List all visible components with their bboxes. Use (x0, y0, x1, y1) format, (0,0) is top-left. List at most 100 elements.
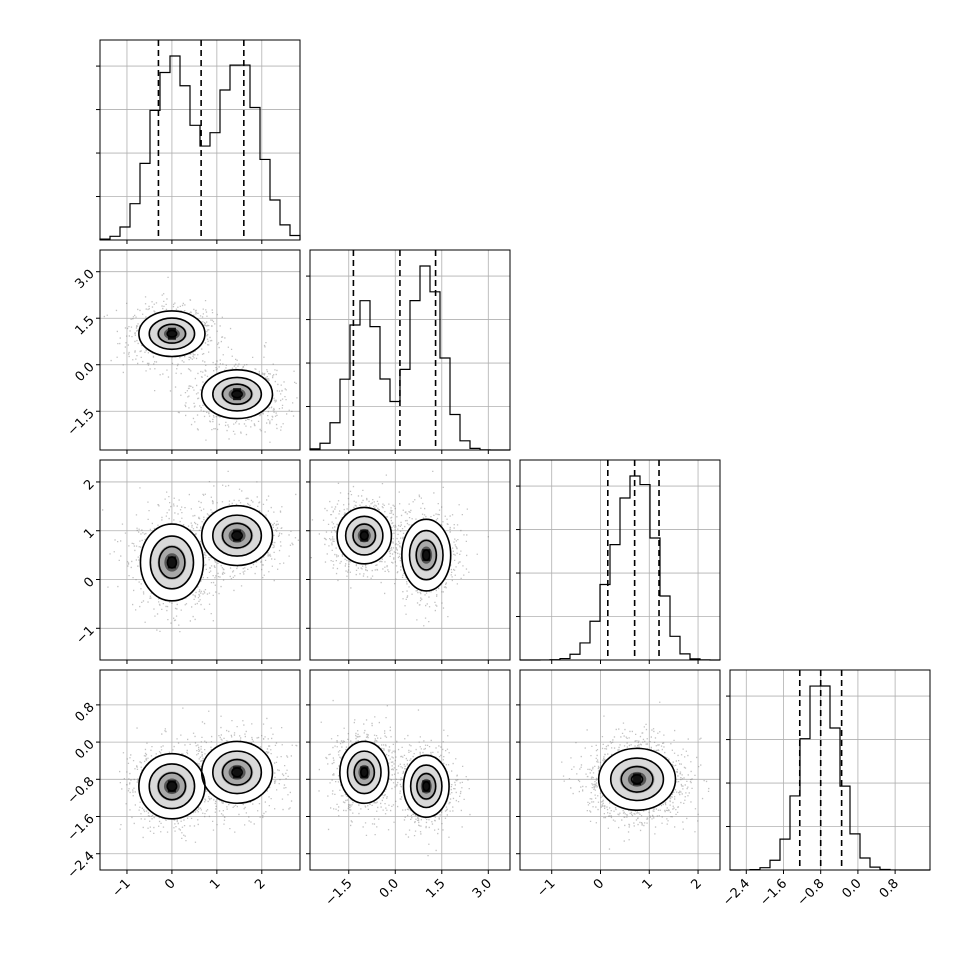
panel-frame (309, 669, 511, 871)
y-tick-label: −1.5 (65, 406, 98, 439)
density-peak (422, 780, 431, 793)
density-peak (167, 780, 176, 793)
x-tick-label: −1 (110, 876, 134, 900)
panel-frame (99, 39, 301, 241)
y-tick-label: −1 (73, 623, 97, 647)
contour-core (359, 767, 369, 778)
y-tick-label: 0 (81, 575, 97, 591)
y-tick-label: 1 (81, 526, 97, 542)
histogram-2 (520, 475, 721, 661)
contour-mid (409, 764, 443, 809)
contour-inner (221, 758, 253, 786)
contour-inner (157, 323, 187, 344)
hist-panel-0 (96, 39, 301, 244)
panel-content (100, 670, 300, 870)
joint-panel-3-0: −1 0 1 2 −2.4 −1.6 −0.8 0.0 0.8 (65, 669, 301, 900)
contour-outer (597, 747, 677, 812)
histogram-1 (309, 265, 511, 451)
contour-mid (148, 763, 196, 810)
density-peak (422, 549, 431, 562)
panel-frame (309, 459, 511, 661)
scatter-points (102, 470, 299, 633)
x-tick-label: −0.8 (795, 876, 828, 909)
joint-panel-1-0: −1.5 0.0 1.5 3.0 (65, 249, 301, 454)
x-tick-label: 0.0 (377, 876, 402, 901)
contour-mid (212, 514, 263, 557)
panel-content (100, 250, 300, 450)
x-tick-label: 0 (162, 876, 178, 892)
contour-inner (416, 772, 437, 800)
y-tick-label: −1.6 (65, 812, 98, 845)
contour-core (421, 549, 431, 562)
density-peak (233, 388, 242, 401)
x-tick-label: 2 (252, 876, 268, 892)
contour-core (630, 774, 644, 785)
density-peak (360, 529, 369, 542)
x-tick-label: 0.8 (877, 876, 902, 901)
contour-mid (149, 535, 195, 590)
x-tick-label: −1.5 (323, 876, 356, 909)
contour-outer (200, 504, 274, 567)
contour-core (166, 556, 178, 569)
contour-outer (200, 368, 274, 420)
x-tick-label: −1 (534, 876, 558, 900)
y-tick-label: 0.8 (72, 700, 97, 725)
panel-content (100, 460, 300, 660)
contour-outer (339, 740, 390, 805)
contour-core (359, 530, 369, 541)
joint-panel-2-0: −1 0 1 2 (73, 459, 301, 664)
joint-panel-3-2: −1 0 1 2 (516, 669, 721, 900)
panel-frame (309, 249, 511, 451)
y-tick-label: 0.0 (72, 360, 97, 385)
y-tick-label: −0.8 (65, 774, 98, 807)
contour-mid (212, 750, 263, 795)
contour-outer (402, 754, 450, 819)
y-tick-label: 1.5 (72, 313, 97, 338)
x-tick-label: 1 (640, 876, 656, 892)
density-peak (167, 327, 176, 340)
density-peak (233, 529, 242, 542)
contour-inner (158, 545, 186, 580)
histogram-3 (729, 685, 930, 871)
scatter-points (103, 276, 298, 443)
panel-frame (519, 669, 721, 871)
contour-core (166, 329, 178, 338)
panel-content (310, 460, 510, 660)
joint-panel-2-1 (306, 459, 511, 664)
density-peak (360, 766, 369, 779)
panel-frame (99, 249, 301, 451)
contour-mid (148, 317, 196, 351)
hist-panel-1 (306, 249, 511, 454)
scatter-points (318, 699, 471, 857)
contour-mid (212, 376, 263, 412)
density-peak (233, 766, 242, 779)
hist-panel-3: −2.4 −1.6 −0.8 0.0 0.8 (720, 669, 931, 909)
contour-core (166, 780, 178, 792)
y-tick-label: 0.0 (72, 737, 97, 762)
contour-mid (346, 750, 382, 795)
contour-mid (408, 529, 444, 581)
contour-core (422, 781, 431, 792)
contour-inner (353, 758, 376, 786)
x-tick-label: 1.5 (423, 876, 448, 901)
contour-inner (221, 522, 253, 549)
x-tick-label: 1 (207, 876, 223, 892)
x-tick-label: −1.6 (757, 876, 790, 909)
panel-frame (519, 459, 721, 661)
contour-outer (138, 310, 206, 358)
contour-inner (157, 772, 187, 801)
scatter-points (119, 707, 298, 843)
x-tick-label: −2.4 (720, 876, 753, 909)
x-tick-label: 0.0 (840, 876, 865, 901)
joint-panel-3-1: −1.5 0.0 1.5 3.0 (306, 669, 511, 909)
contour-outer (401, 518, 452, 592)
y-tick-label: 3.0 (72, 267, 97, 292)
contour-inner (415, 539, 438, 571)
contour-inner (221, 383, 253, 406)
y-tick-label: 2 (81, 477, 97, 493)
contour-outer (336, 506, 393, 565)
y-tick-label: −2.4 (65, 849, 98, 882)
panel-frame (99, 669, 301, 871)
histogram-0 (99, 55, 301, 240)
